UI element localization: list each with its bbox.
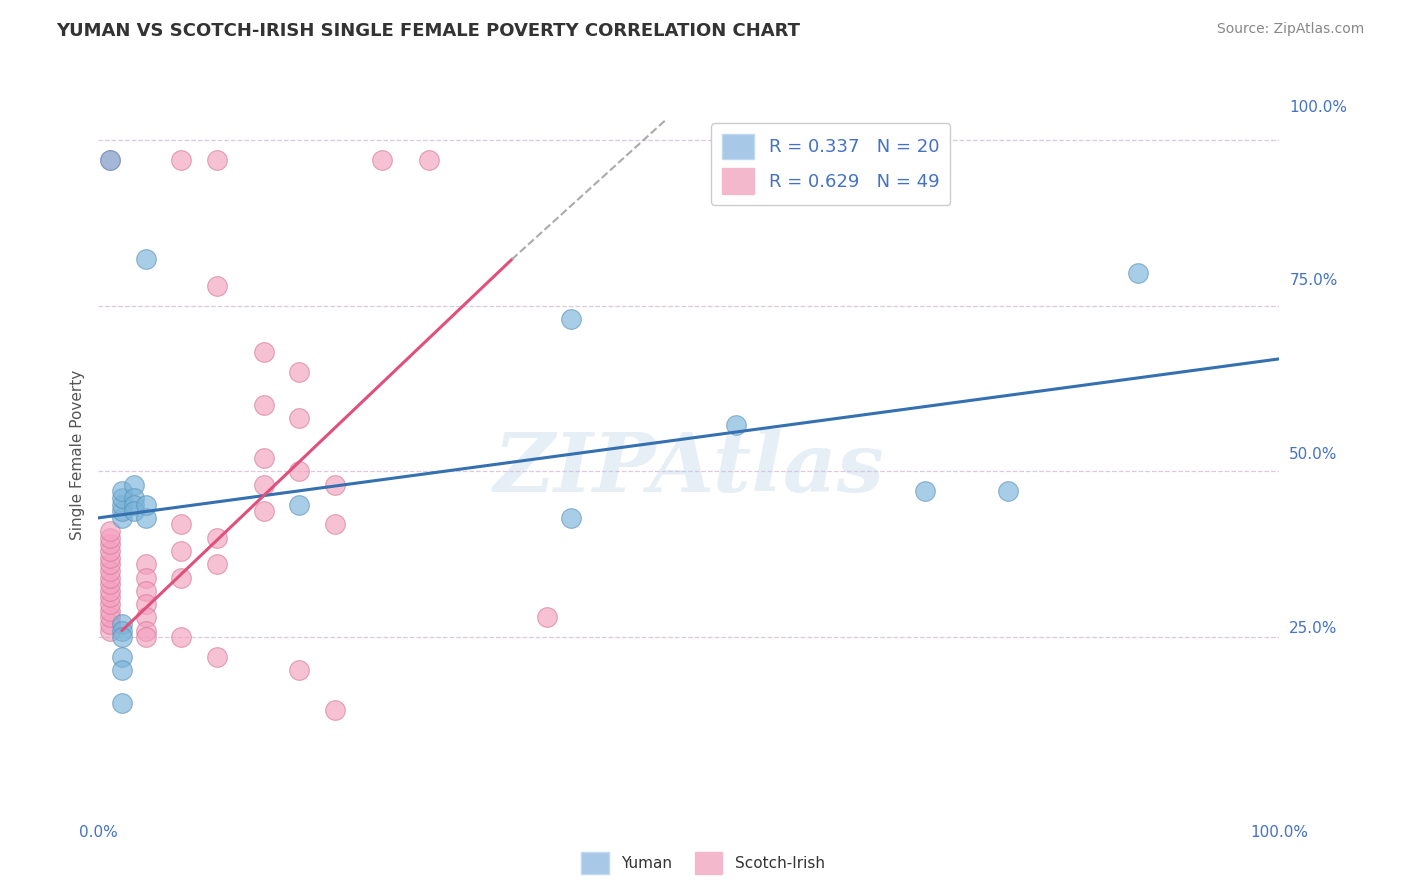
Point — [98, 577, 121, 591]
Point — [205, 153, 228, 167]
Point — [122, 504, 145, 518]
Point — [135, 252, 157, 267]
Point — [98, 604, 121, 618]
Point — [111, 697, 134, 711]
Point — [170, 153, 193, 167]
Legend: Yuman, Scotch-Irish: Yuman, Scotch-Irish — [575, 846, 831, 880]
Point — [111, 484, 134, 499]
Point — [98, 153, 121, 167]
Text: 100.0%: 100.0% — [1250, 825, 1309, 840]
Y-axis label: Single Female Poverty: Single Female Poverty — [69, 370, 84, 540]
Point — [135, 498, 157, 512]
Point — [170, 570, 193, 584]
Point — [725, 418, 748, 433]
Point — [914, 484, 936, 499]
Point — [288, 465, 311, 479]
Point — [536, 610, 558, 624]
Point — [135, 630, 157, 644]
Point — [560, 312, 582, 326]
Point — [205, 531, 228, 545]
Point — [135, 511, 157, 525]
Point — [288, 663, 311, 677]
Point — [98, 610, 121, 624]
Point — [323, 703, 346, 717]
Point — [253, 398, 276, 412]
Text: Source: ZipAtlas.com: Source: ZipAtlas.com — [1216, 22, 1364, 37]
Legend: R = 0.337   N = 20, R = 0.629   N = 49: R = 0.337 N = 20, R = 0.629 N = 49 — [711, 123, 950, 205]
Text: 50.0%: 50.0% — [1289, 448, 1337, 462]
Point — [288, 498, 311, 512]
Point — [122, 491, 145, 505]
Point — [98, 558, 121, 572]
Point — [111, 630, 134, 644]
Point — [111, 616, 134, 631]
Point — [170, 517, 193, 532]
Point — [371, 153, 394, 167]
Point — [253, 451, 276, 466]
Point — [135, 597, 157, 611]
Point — [111, 491, 134, 505]
Point — [253, 345, 276, 359]
Point — [98, 616, 121, 631]
Point — [323, 477, 346, 491]
Point — [170, 544, 193, 558]
Text: YUMAN VS SCOTCH-IRISH SINGLE FEMALE POVERTY CORRELATION CHART: YUMAN VS SCOTCH-IRISH SINGLE FEMALE POVE… — [56, 22, 800, 40]
Point — [288, 365, 311, 379]
Point — [205, 558, 228, 572]
Point — [98, 591, 121, 605]
Point — [170, 630, 193, 644]
Point — [98, 564, 121, 578]
Point — [111, 498, 134, 512]
Point — [98, 153, 121, 167]
Point — [135, 570, 157, 584]
Point — [98, 570, 121, 584]
Point — [135, 624, 157, 638]
Point — [135, 558, 157, 572]
Text: ZIPAtlas: ZIPAtlas — [494, 429, 884, 508]
Point — [98, 624, 121, 638]
Point — [205, 279, 228, 293]
Point — [111, 511, 134, 525]
Point — [122, 477, 145, 491]
Point — [111, 650, 134, 665]
Point — [205, 650, 228, 665]
Point — [997, 484, 1019, 499]
Point — [98, 544, 121, 558]
Point — [560, 511, 582, 525]
Point — [135, 583, 157, 598]
Point — [418, 153, 440, 167]
Point — [1126, 266, 1149, 280]
Text: 25.0%: 25.0% — [1289, 622, 1337, 636]
Point — [98, 550, 121, 565]
Point — [288, 411, 311, 425]
Point — [253, 477, 276, 491]
Point — [323, 517, 346, 532]
Point — [111, 504, 134, 518]
Point — [111, 663, 134, 677]
Point — [135, 610, 157, 624]
Point — [98, 537, 121, 551]
Text: 100.0%: 100.0% — [1289, 100, 1347, 114]
Point — [98, 524, 121, 538]
Point — [122, 498, 145, 512]
Point — [98, 583, 121, 598]
Point — [253, 504, 276, 518]
Text: 0.0%: 0.0% — [79, 825, 118, 840]
Point — [98, 597, 121, 611]
Text: 75.0%: 75.0% — [1289, 274, 1337, 288]
Point — [98, 531, 121, 545]
Point — [111, 624, 134, 638]
